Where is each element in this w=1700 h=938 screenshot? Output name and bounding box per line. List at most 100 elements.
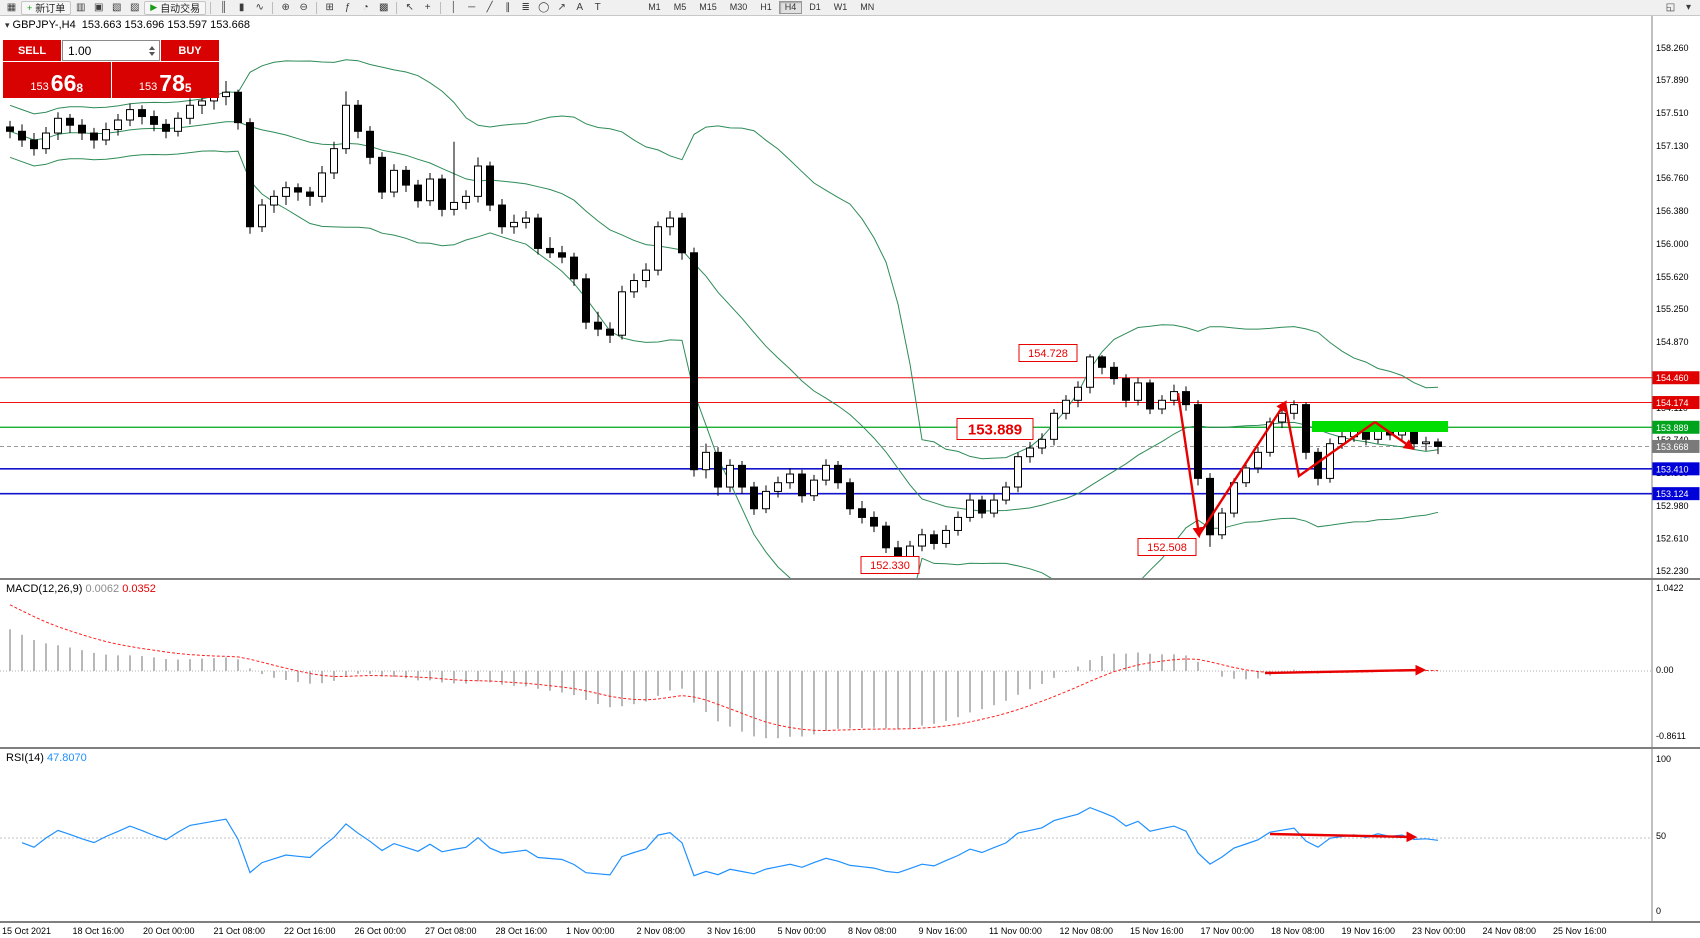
indicators-icon[interactable]: ƒ [344,1,351,13]
rsi-drawn-arrow[interactable] [1269,831,1418,843]
rsi-axis-top: 100 [1656,754,1672,764]
svg-text:153.410: 153.410 [1656,464,1689,474]
time-label: 5 Nov 00:00 [777,926,827,936]
macd-histogram [9,629,1439,739]
candlestick-chart-icon[interactable]: ▮ [238,1,245,13]
vertical-line-icon[interactable]: │ [450,1,457,13]
buy-price-big: 78 [159,70,185,96]
svg-text:153.889: 153.889 [1656,423,1689,433]
sell-price-sup: 8 [76,81,84,95]
macd-drawn-arrow[interactable] [1264,664,1427,676]
templates-icon[interactable]: ▩ [378,1,389,13]
toolbar: ▦ + 新订单 ▥ ▣ ▧ ▨ ▶ 自动交易 ║ ▮ ∿ ⊕ ⊖ ⊞ ƒ ◔ ▩ ↖ + │ ─ ╱ ∥ ≣ ◯ ↗ A T M1 M5 M1… [0,0,1700,16]
price-chart[interactable]: 158.260 157.890 157.510 157.130 156.760 156.3… [0,16,1700,578]
shapes-icon[interactable]: ◯ [538,1,550,13]
trend-arrows[interactable] [1176,392,1415,539]
svg-text:157.130: 157.130 [1656,141,1689,151]
timeframe-m1[interactable]: M1 [642,1,667,14]
zoom-in-icon[interactable]: ⊕ [281,1,290,13]
rsi-line [21,806,1439,877]
timeframe-h4[interactable]: H4 [778,1,803,14]
macd-indicator-label: MACD(12,26,9) 0.0062 0.0352 [6,583,156,595]
macd-axis-zero: 0.00 [1656,665,1674,675]
arrows-icon[interactable]: ↗ [557,1,566,13]
sell-price-small: 153 [30,81,49,93]
bar-chart-icon[interactable]: ║ [220,1,228,13]
toolbar-separator [440,1,442,14]
svg-text:152.508: 152.508 [1147,542,1187,554]
time-label: 22 Oct 16:00 [284,926,336,936]
auto-trading-button-icon: ▶ [150,2,158,12]
buy-button[interactable]: BUY [161,40,219,61]
svg-text:153.889: 153.889 [968,421,1022,438]
time-label: 20 Oct 00:00 [143,926,195,936]
timeframe-h1[interactable]: H1 [754,1,778,14]
channel-icon[interactable]: ∥ [505,1,511,13]
volume-down-icon[interactable] [149,51,155,56]
rsi-axis-bottom: 0 [1656,906,1662,916]
market-watch-icon[interactable]: ▥ [76,1,86,13]
macd-axis-bottom: -0.8611 [1656,731,1686,741]
price-callout[interactable]: 153.889 [956,418,1034,440]
terminal-icon[interactable]: ▨ [130,1,140,13]
panel-separator[interactable] [0,747,1700,749]
buy-price-display[interactable]: 153 78 5 [111,62,219,98]
toolbar-separator [396,1,398,14]
svg-text:154.174: 154.174 [1656,398,1689,408]
time-label: 24 Nov 08:00 [1482,926,1537,936]
timeframe-d1[interactable]: D1 [803,1,827,14]
text-label-icon[interactable]: T [594,1,601,13]
cursor-icon[interactable]: ↖ [405,1,414,13]
line-chart-icon[interactable]: ∿ [255,1,264,13]
new-chart-icon[interactable]: ▦ [6,1,17,13]
panel-separator[interactable] [0,921,1700,923]
sell-price-display[interactable]: 153 66 8 [3,62,111,98]
sell-button[interactable]: SELL [3,40,61,61]
time-label: 15 Nov 16:00 [1130,926,1184,936]
svg-text:156.000: 156.000 [1656,239,1689,249]
pin-icon[interactable]: ▾ [1685,1,1692,13]
new-order-button[interactable]: + 新订单 [21,0,72,15]
buy-price-sup: 5 [184,81,192,95]
crosshair-icon[interactable]: + [424,1,431,13]
toolbar-separator [316,1,318,14]
tile-windows-icon[interactable]: ⊞ [325,1,334,13]
time-label: 3 Nov 16:00 [707,926,756,936]
bollinger-bands [9,59,1439,578]
time-label: 18 Nov 08:00 [1271,926,1325,936]
time-label: 12 Nov 08:00 [1059,926,1114,936]
svg-text:155.620: 155.620 [1656,272,1689,282]
periods-icon[interactable]: ◔ [362,1,369,13]
time-label: 17 Nov 00:00 [1200,926,1255,936]
macd-panel[interactable] [0,580,1700,747]
navigator-icon[interactable]: ▧ [112,1,122,13]
svg-text:152.230: 152.230 [1656,566,1689,576]
time-label: 28 Oct 16:00 [495,926,548,936]
timeframe-m15[interactable]: M15 [693,1,723,14]
price-callout[interactable]: 152.330 [860,556,920,574]
timeframe-m30[interactable]: M30 [724,1,754,14]
svg-text:157.510: 157.510 [1656,108,1689,118]
zoom-out-icon[interactable]: ⊖ [299,1,308,13]
one-click-toggle-icon[interactable]: ▾ [5,20,10,30]
docking-icon[interactable]: ◱ [1665,1,1676,13]
trendline-icon[interactable]: ╱ [486,1,493,13]
timeframe-mn[interactable]: MN [854,1,880,14]
text-icon[interactable]: A [576,1,584,13]
fibonacci-icon[interactable]: ≣ [521,1,530,13]
horizontal-line-icon[interactable]: ─ [468,1,476,13]
volume-stepper[interactable] [62,40,160,61]
svg-text:154.460: 154.460 [1656,373,1689,383]
price-callout[interactable]: 154.728 [1018,344,1078,362]
panel-separator[interactable] [0,578,1700,580]
volume-input[interactable] [63,42,130,59]
volume-up-icon[interactable] [149,45,155,50]
auto-trading-button[interactable]: ▶ 自动交易 [144,0,207,15]
time-axis[interactable]: 15 Oct 2021 18 Oct 16:00 20 Oct 00:00 21 Oc… [0,923,1700,938]
rsi-panel[interactable] [0,749,1700,921]
timeframe-w1[interactable]: W1 [828,1,854,14]
data-window-icon[interactable]: ▣ [94,1,104,13]
price-callout[interactable]: 152.508 [1137,538,1197,556]
timeframe-m5[interactable]: M5 [668,1,693,14]
